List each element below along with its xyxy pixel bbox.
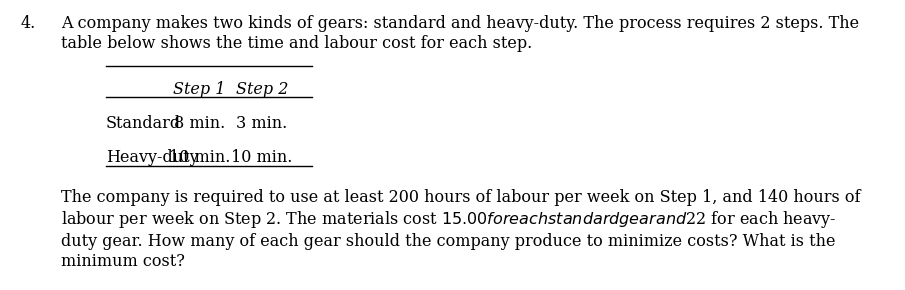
Text: A company makes two kinds of gears: standard and heavy-duty. The process require: A company makes two kinds of gears: stan…: [62, 15, 860, 52]
Text: Standard: Standard: [106, 115, 181, 132]
Text: 4.: 4.: [20, 15, 35, 32]
Text: Step 1: Step 1: [174, 81, 225, 98]
Text: 10 min.: 10 min.: [169, 149, 230, 166]
Text: Step 2: Step 2: [235, 81, 288, 98]
Text: 8 min.: 8 min.: [174, 115, 225, 132]
Text: 10 min.: 10 min.: [231, 149, 292, 166]
Text: Heavy-duty: Heavy-duty: [106, 149, 199, 166]
Text: 3 min.: 3 min.: [236, 115, 287, 132]
Text: The company is required to use at least 200 hours of labour per week on Step 1, : The company is required to use at least …: [62, 189, 861, 270]
